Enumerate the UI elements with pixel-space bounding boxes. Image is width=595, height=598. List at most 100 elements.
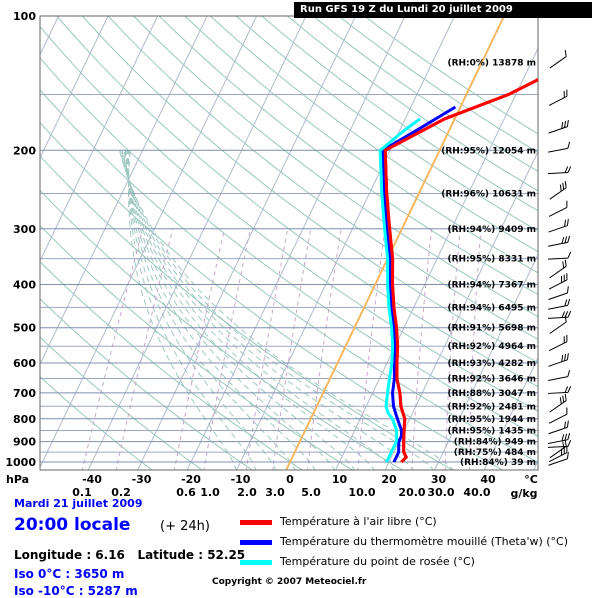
dry-adiabat bbox=[0, 16, 204, 472]
wind-barb-icon bbox=[547, 299, 571, 309]
x-tick-label: -30 bbox=[132, 473, 152, 486]
y-tick-label: 500 bbox=[13, 322, 36, 335]
x-tick-label: 40 bbox=[480, 473, 496, 486]
mixing-ratio-tick: 30.0 bbox=[427, 486, 454, 499]
wind-barb-icon bbox=[546, 273, 569, 289]
copyright-text: Copyright © 2007 Meteociel.fr bbox=[212, 577, 366, 587]
wind-barb-icon bbox=[548, 252, 571, 259]
level-annotation: (RH:95%) 1435 m bbox=[447, 427, 536, 437]
legend-label: Température à l'air libre (°C) bbox=[280, 515, 437, 528]
level-annotation: (RH:95%) 1944 m bbox=[447, 415, 536, 425]
mixing-ratio-line bbox=[82, 229, 143, 472]
level-annotation: (RH:94%) 6495 m bbox=[447, 303, 536, 313]
wind-barb-icon bbox=[548, 311, 571, 318]
forecast-time: 20:00 locale bbox=[14, 515, 130, 535]
mixing-ratio-tick: 5.0 bbox=[301, 486, 321, 499]
mixing-ratio-line bbox=[358, 229, 385, 472]
level-annotation: (RH:84%) 39 m bbox=[460, 458, 536, 468]
wind-barb-icon bbox=[548, 166, 571, 173]
mixing-ratio-tick: 2.0 bbox=[237, 486, 257, 499]
level-annotation: (RH:88%) 3047 m bbox=[447, 389, 536, 399]
level-annotation: (RH:92%) 4964 m bbox=[447, 342, 536, 352]
level-annotation: (RH:94%) 7367 m bbox=[447, 281, 536, 291]
legend-swatch-blue bbox=[240, 540, 272, 545]
wind-barb-icon bbox=[546, 181, 568, 199]
y-tick-label: 400 bbox=[13, 279, 36, 292]
x-tick-label: 0 bbox=[286, 473, 294, 486]
wind-barb-icon bbox=[547, 370, 571, 380]
run-banner: Run GFS 19 Z du Lundi 20 juillet 2009 bbox=[294, 2, 592, 18]
dry-adiabat bbox=[0, 16, 254, 472]
mixing-ratio-line bbox=[412, 229, 432, 472]
wind-barb-icon bbox=[546, 408, 569, 424]
x-axis-unit: °C bbox=[524, 473, 538, 486]
isotherm bbox=[236, 16, 455, 471]
wind-barb-icon bbox=[547, 142, 571, 152]
wind-barb-icon bbox=[546, 90, 569, 106]
isotherm bbox=[137, 16, 356, 471]
dry-adiabat bbox=[262, 16, 595, 472]
wind-barb-icon bbox=[547, 353, 571, 366]
wind-barb-icon bbox=[546, 201, 569, 217]
level-annotation: (RH:92%) 3646 m bbox=[447, 375, 536, 385]
x-tick-label: 10 bbox=[332, 473, 348, 486]
dry-adiabat bbox=[0, 16, 305, 472]
isotherm bbox=[0, 16, 9, 471]
y-tick-label: 200 bbox=[13, 144, 36, 157]
level-annotation: (RH:92%) 2481 m bbox=[447, 402, 536, 412]
y-tick-label: 1000 bbox=[5, 456, 36, 469]
dry-adiabat bbox=[0, 16, 154, 472]
wind-barb-icon bbox=[547, 236, 571, 246]
location-coordinates: Longitude : 6.16 Latitude : 52.25 bbox=[14, 548, 245, 562]
moist-adiabat bbox=[122, 150, 394, 471]
mixing-ratio-tick: 10.0 bbox=[348, 486, 375, 499]
level-annotation: (RH:94%) 9409 m bbox=[447, 225, 536, 235]
level-annotation: (RH:96%) 10631 m bbox=[441, 189, 536, 199]
y-tick-label: 800 bbox=[13, 413, 36, 426]
y-tick-label: 900 bbox=[13, 436, 36, 449]
level-annotation: (RH:95%) 8331 m bbox=[447, 255, 536, 265]
x-tick-label: -20 bbox=[181, 473, 201, 486]
forecast-date: Mardi 21 juillet 2009 bbox=[14, 497, 142, 510]
skewt-chart: (RH:0%) 13878 m (RH:95%) 12054 m (RH:96%) … bbox=[0, 0, 595, 500]
y-axis-unit: hPa bbox=[6, 473, 29, 486]
level-annotation: (RH:84%) 949 m bbox=[454, 438, 536, 448]
mixing-ratio-line bbox=[174, 229, 224, 472]
legend-label: Température du thermomètre mouillé (Thet… bbox=[280, 535, 568, 548]
level-annotation: (RH:93%) 4282 m bbox=[447, 359, 536, 369]
wind-barb-icon bbox=[546, 260, 568, 278]
mixing-ratio-tick: 40.0 bbox=[463, 486, 490, 499]
legend-swatch-cyan bbox=[240, 560, 272, 565]
isotherm bbox=[38, 16, 257, 471]
legend-swatch-red bbox=[240, 520, 272, 525]
level-annotation: (RH:91%) 5698 m bbox=[447, 324, 536, 334]
isotherm bbox=[533, 16, 595, 471]
wind-barbs bbox=[546, 50, 571, 465]
wind-barb-icon bbox=[548, 386, 571, 393]
mixing-ratio-tick: 1.0 bbox=[200, 486, 220, 499]
wind-barb-icon bbox=[547, 452, 571, 465]
y-tick-label: 100 bbox=[13, 10, 36, 23]
y-tick-label: 300 bbox=[13, 223, 36, 236]
mixing-ratio-tick: 0.6 bbox=[176, 486, 196, 499]
iso-0-level: Iso 0°C : 3650 m bbox=[14, 567, 124, 581]
isotherm bbox=[0, 16, 59, 471]
wind-barb-icon bbox=[546, 440, 568, 458]
x-tick-label: 20 bbox=[381, 473, 397, 486]
level-annotation: (RH:75%) 484 m bbox=[454, 448, 536, 458]
mixing-ratio-tick: 20.0 bbox=[398, 486, 425, 499]
level-annotation: (RH:0%) 13878 m bbox=[447, 58, 536, 68]
moist-adiabat bbox=[125, 150, 335, 471]
mixing-ratio-line bbox=[307, 229, 341, 472]
wind-barb-icon bbox=[546, 335, 569, 351]
legend-label: Température du point de rosée (°C) bbox=[280, 555, 475, 568]
x-tick-label: 30 bbox=[431, 473, 447, 486]
wind-barb-icon bbox=[547, 433, 571, 443]
wind-barb-icon bbox=[546, 50, 568, 68]
level-annotation: (RH:95%) 12054 m bbox=[441, 146, 536, 156]
y-tick-label: 600 bbox=[13, 357, 36, 370]
isotherm bbox=[0, 16, 158, 471]
forecast-offset: (+ 24h) bbox=[160, 519, 210, 534]
x-tick-label: -40 bbox=[82, 473, 102, 486]
mixing-ratio-unit: g/kg bbox=[510, 487, 537, 500]
